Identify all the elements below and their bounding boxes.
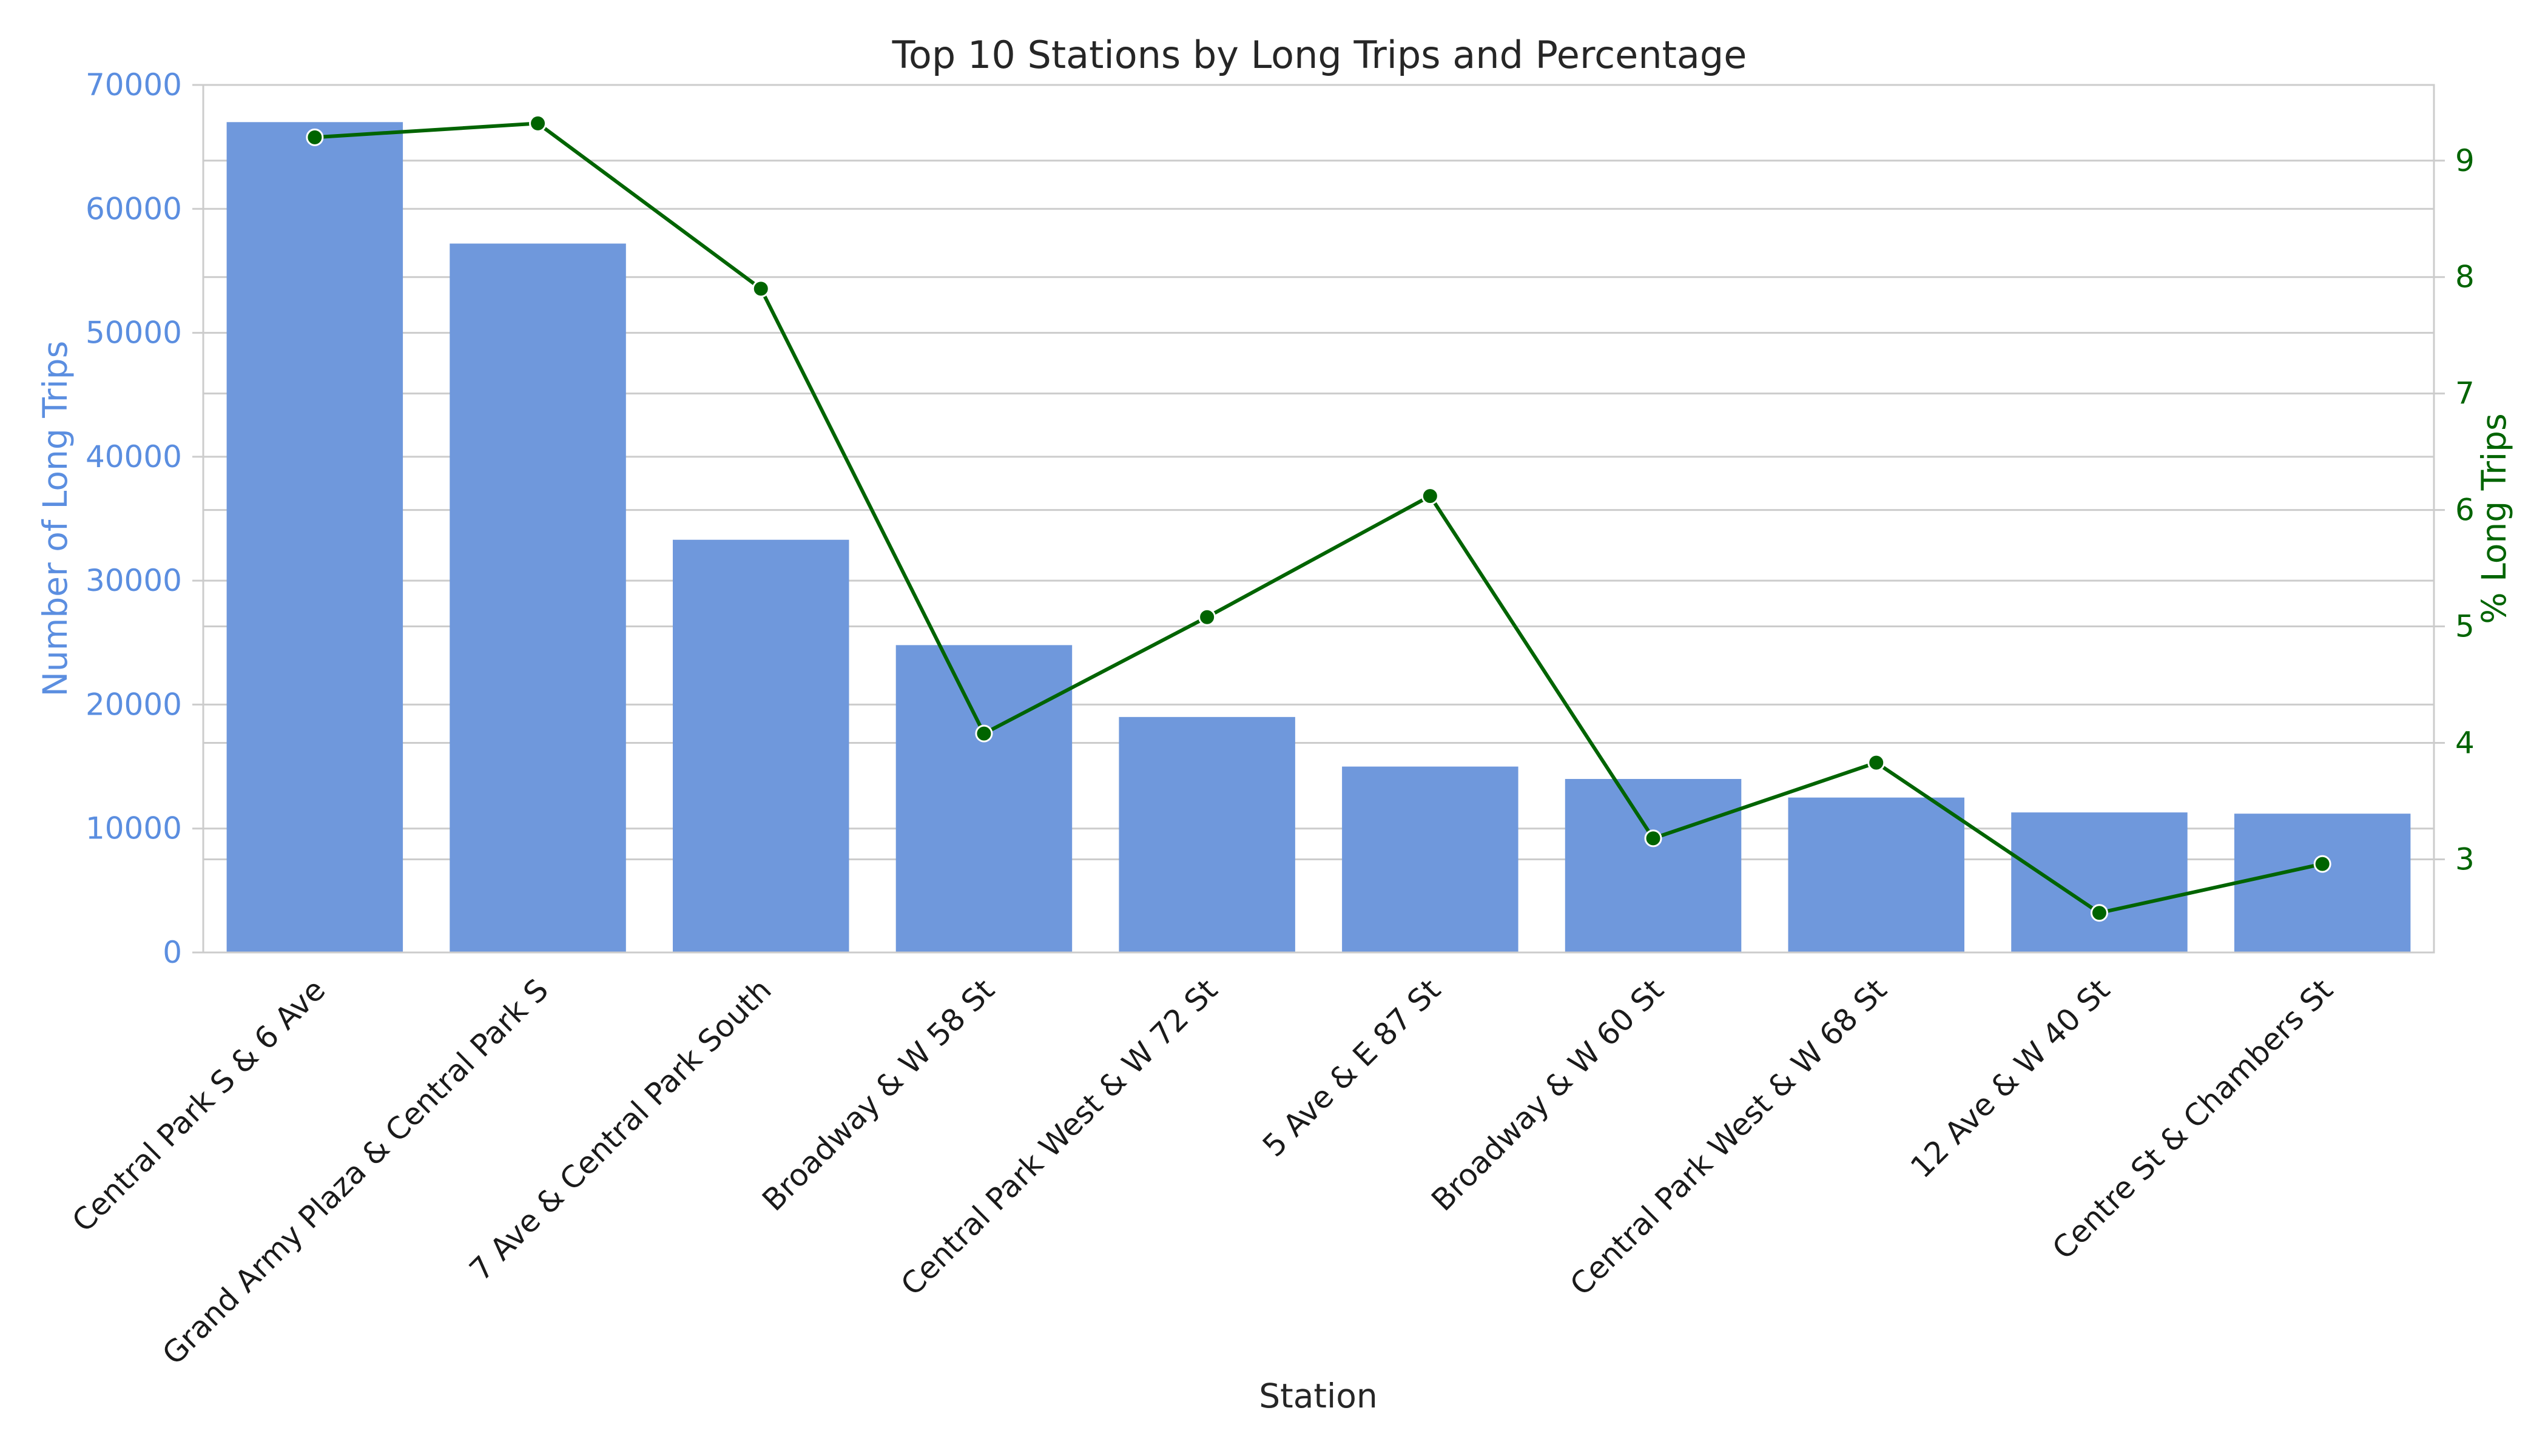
right-axis-ticks: 3 4 5 6 7 8 9: [2434, 143, 2475, 877]
category-label: 12 Ave & W 40 St: [1904, 972, 2117, 1185]
plot-frame: [202, 84, 2435, 954]
x-axis-label: Station: [1259, 1377, 1378, 1415]
line-point: [2090, 904, 2108, 922]
left-tick-label: 40000: [86, 439, 182, 474]
bar: [450, 243, 626, 952]
left-tick-label: 70000: [86, 67, 182, 103]
line-point: [1198, 608, 1216, 626]
line-point: [529, 114, 547, 132]
right-tick-label: 9: [2455, 143, 2475, 178]
bar-series: [226, 122, 2411, 952]
left-axis-ticks: 0 10000 20000 30000 40000 50000 60000 70000: [86, 67, 203, 970]
line-point: [752, 280, 770, 298]
right-tick-label: 3: [2455, 841, 2475, 877]
category-label: Grand Army Plaza & Central Park S: [155, 972, 555, 1372]
bar: [1119, 716, 1295, 952]
line-point: [975, 724, 993, 743]
line-point: [2313, 855, 2331, 873]
category-label: Broadway & W 58 St: [755, 972, 1001, 1218]
line-series: [306, 114, 2331, 922]
category-label: Broadway & W 60 St: [1424, 972, 1670, 1218]
right-tick-label: 4: [2455, 725, 2475, 760]
bar: [1342, 766, 1518, 952]
right-tick-label: 6: [2455, 493, 2475, 528]
left-tick-label: 30000: [86, 563, 182, 598]
series-line: [314, 121, 2323, 915]
line-point: [306, 128, 324, 146]
left-tick-label: 0: [163, 935, 182, 970]
bar: [226, 122, 403, 952]
chart-title: Top 10 Stations by Long Trips and Percen…: [892, 33, 1747, 77]
left-tick-label: 10000: [86, 811, 182, 846]
right-tick-label: 8: [2455, 260, 2475, 295]
bar: [895, 645, 1073, 952]
left-tick-label: 50000: [86, 315, 182, 351]
category-label: 5 Ave & E 87 St: [1256, 972, 1448, 1164]
line-point: [1421, 487, 1439, 505]
category-label: Central Park S & 6 Ave: [66, 972, 332, 1239]
left-tick-label: 60000: [86, 191, 182, 226]
bar: [2234, 814, 2411, 952]
right-tick-label: 5: [2455, 609, 2475, 644]
left-tick-label: 20000: [86, 687, 182, 722]
line-point: [1867, 753, 1886, 772]
bar: [1565, 779, 1742, 952]
bar: [673, 539, 849, 952]
right-tick-label: 7: [2455, 376, 2475, 411]
line-point: [1644, 829, 1662, 848]
left-axis-label: Number of Long Trips: [36, 341, 75, 696]
right-axis-label: % Long Trips: [2475, 413, 2513, 624]
bar: [2011, 812, 2188, 952]
bar: [1788, 797, 1964, 952]
